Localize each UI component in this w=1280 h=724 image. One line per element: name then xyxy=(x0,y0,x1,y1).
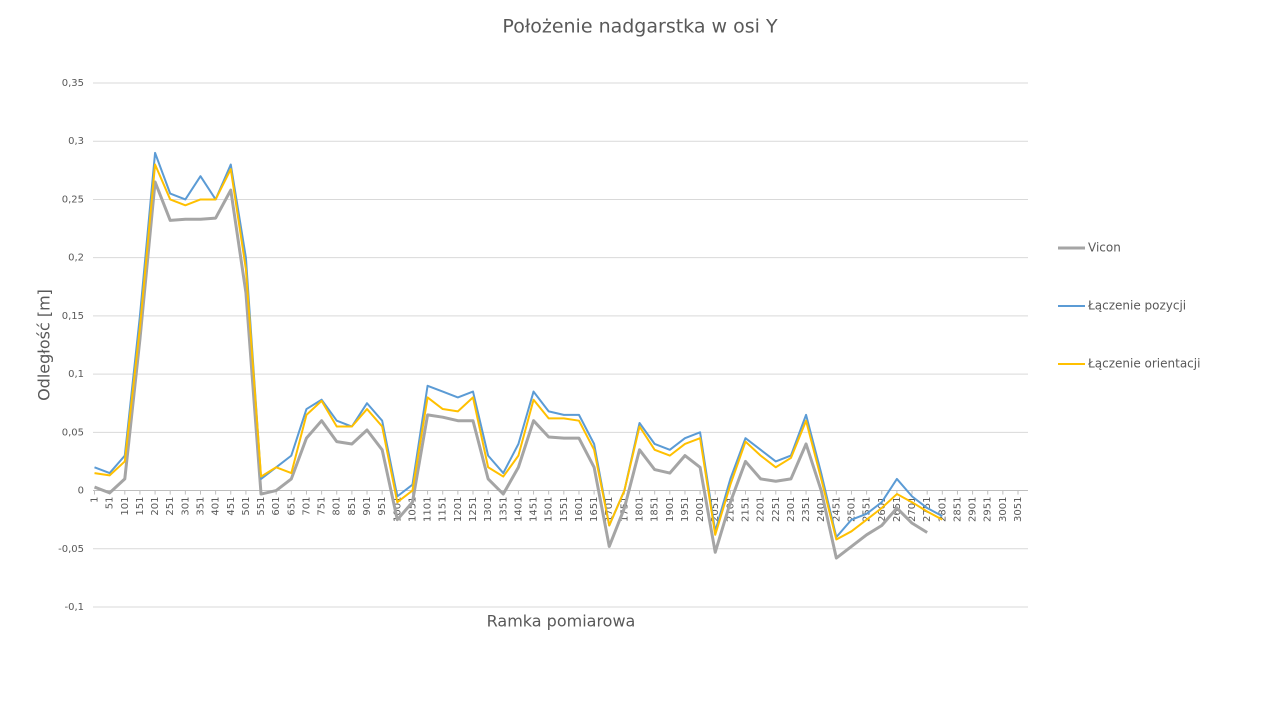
x-tick-label: 851 xyxy=(347,497,358,516)
x-tick-label: 351 xyxy=(195,497,206,516)
series-line xyxy=(94,163,943,541)
x-tick-label: 2051 xyxy=(710,497,721,522)
x-tick-label: 651 xyxy=(286,497,297,516)
x-tick-label: 1801 xyxy=(635,497,646,522)
x-tick-label: 2501 xyxy=(846,497,857,522)
x-tick-label: 801 xyxy=(332,497,343,516)
x-tick-label: 901 xyxy=(362,497,373,516)
x-tick-label: 2701 xyxy=(907,497,918,522)
x-tick-label: 701 xyxy=(301,497,312,516)
x-tick-label: 3001 xyxy=(998,497,1009,522)
y-axis-title: Odległość [m] xyxy=(35,289,54,401)
x-tick-label: 2451 xyxy=(831,497,842,522)
x-tick-label: 401 xyxy=(211,497,222,516)
x-tick-label: 2301 xyxy=(786,497,797,522)
x-tick-label: 1651 xyxy=(589,497,600,522)
x-tick-label: 1601 xyxy=(574,497,585,522)
x-tick-label: 1151 xyxy=(438,497,449,522)
x-tick-label: 2851 xyxy=(952,497,963,522)
x-tick-label: 2551 xyxy=(862,497,873,522)
y-tick-label: -0,05 xyxy=(58,544,84,555)
x-tick-label: 1051 xyxy=(407,497,418,522)
x-tick-label: 1501 xyxy=(544,497,555,522)
y-tick-label: 0,2 xyxy=(68,253,84,264)
y-tick-label: 0,05 xyxy=(62,427,84,438)
x-tick-label: 2201 xyxy=(756,497,767,522)
x-tick-label: 251 xyxy=(165,497,176,516)
y-tick-label: 0,1 xyxy=(68,369,84,380)
x-tick-label: 201 xyxy=(150,497,161,516)
x-tick-label: 1951 xyxy=(680,497,691,522)
x-tick-label: 2351 xyxy=(801,497,812,522)
y-tick-label: 0,25 xyxy=(62,194,84,205)
x-tick-label: 1 xyxy=(90,497,101,503)
chart-title: Położenie nadgarstka w osi Y xyxy=(502,16,778,38)
x-tick-label: 2951 xyxy=(983,497,994,522)
x-tick-label: 2151 xyxy=(741,497,752,522)
series-line xyxy=(93,180,928,560)
x-tick-label: 1001 xyxy=(392,497,403,522)
legend-label: Vicon xyxy=(1088,241,1121,255)
x-tick-label: 1201 xyxy=(453,497,464,522)
y-tick-label: 0 xyxy=(78,486,84,497)
x-tick-label: 1351 xyxy=(498,497,509,522)
x-tick-label: 3051 xyxy=(1013,497,1024,522)
x-tick-label: 1101 xyxy=(423,497,434,522)
y-tick-label: 0,15 xyxy=(62,311,84,322)
x-axis-title: Ramka pomiarowa xyxy=(487,612,636,631)
x-tick-label: 1401 xyxy=(513,497,524,522)
x-tick-label: 1451 xyxy=(529,497,540,522)
x-tick-label: 1851 xyxy=(650,497,661,522)
x-tick-label: 1551 xyxy=(559,497,570,522)
x-tick-label: 751 xyxy=(317,497,328,516)
x-tick-label: 2801 xyxy=(937,497,948,522)
x-tick-label: 2901 xyxy=(968,497,979,522)
legend-label: Łączenie orientacji xyxy=(1087,357,1200,371)
x-tick-label: 2401 xyxy=(816,497,827,522)
x-tick-label: 2601 xyxy=(877,497,888,522)
x-tick-label: 51 xyxy=(105,497,116,510)
x-tick-label: 1301 xyxy=(483,497,494,522)
x-tick-label: 2251 xyxy=(771,497,782,522)
x-tick-label: 451 xyxy=(226,497,237,516)
legend-label: Łączenie pozycji xyxy=(1087,299,1186,313)
y-tick-label: -0,1 xyxy=(64,602,84,613)
x-tick-label: 301 xyxy=(180,497,191,516)
x-tick-label: 2101 xyxy=(725,497,736,522)
x-tick-label: 501 xyxy=(241,497,252,516)
x-tick-label: 1901 xyxy=(665,497,676,522)
x-tick-label: 1251 xyxy=(468,497,479,522)
y-tick-label: 0,35 xyxy=(62,78,84,89)
x-tick-label: 101 xyxy=(120,497,131,516)
x-tick-label: 151 xyxy=(135,497,146,516)
x-tick-label: 601 xyxy=(271,497,282,516)
x-tick-label: 951 xyxy=(377,497,388,516)
x-tick-label: 551 xyxy=(256,497,267,516)
y-tick-label: 0,3 xyxy=(68,136,84,147)
series-line xyxy=(94,151,943,539)
x-tick-label: 2001 xyxy=(695,497,706,522)
x-tick-label: 1701 xyxy=(604,497,615,522)
